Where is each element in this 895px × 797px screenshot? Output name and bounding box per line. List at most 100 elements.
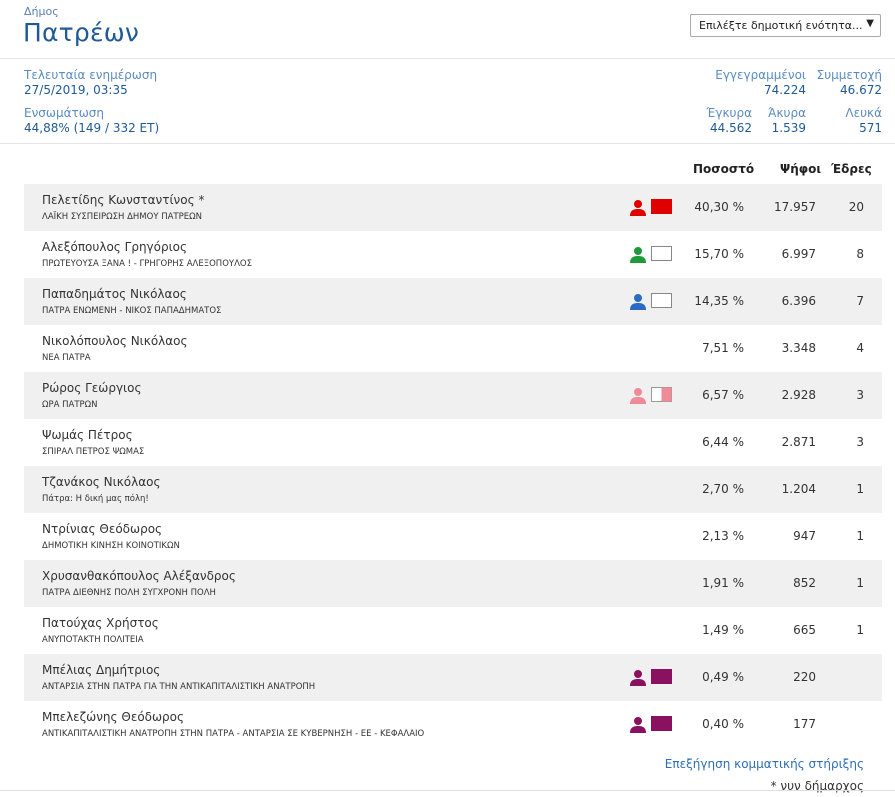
party-color-swatch [651,246,672,261]
vote-percentage: 6,44 % [702,435,744,449]
turnout-value: 46.672 [840,83,882,97]
last-update-value: 27/5/2019, 03:35 [24,83,128,97]
header-percentage: Ποσοστό [693,162,755,176]
candidate-name: Νικολόπουλος Νικόλαος [42,334,188,348]
vote-percentage: 1,91 % [702,576,744,590]
party-color-swatch [651,669,672,684]
seat-count: 1 [856,576,864,590]
invalid-label: Άκυρα [768,106,806,120]
party-support-explanation-link[interactable]: Επεξήγηση κομματικής στήριξης [664,757,864,771]
registered-value: 74.224 [764,83,806,97]
table-row[interactable]: Χρυσανθακόπουλος Αλέξανδρος ΠΑΤΡΑ ΔΙΕΘΝΗΣ… [24,560,882,607]
integration-value: 44,88% (149 / 332 ΕΤ) [24,121,160,135]
candidate-name: Χρυσανθακόπουλος Αλέξανδρος [42,569,236,583]
municipal-unit-select[interactable]: Επιλέξτε δημοτική ενότητα... ▼ [690,14,881,37]
person-icon [630,294,646,310]
valid-value: 44.562 [710,121,752,135]
seat-count: 20 [848,200,864,214]
vote-percentage: 15,70 % [694,247,744,261]
table-row[interactable]: Ρώρος Γεώργιος ΩΡΑ ΠΑΤΡΩΝ 6,57 % 2.928 3 [24,372,882,419]
integration-label: Ενσωμάτωση [24,106,104,120]
seat-count: 1 [856,482,864,496]
person-icon [630,670,646,686]
party-name: ΔΗΜΟΤΙΚΗ ΚΙΝΗΣΗ ΚΟΙΝΟΤΙΚΩΝ [42,541,180,551]
party-color-swatch [651,716,672,731]
vote-count: 1.204 [781,482,816,496]
table-row[interactable]: Ψωμάς Πέτρος ΣΠΙΡΑΛ ΠΕΤΡΟΣ ΨΩΜΑΣ 6,44 % 2.8… [24,419,882,466]
person-icon [630,388,646,404]
table-row[interactable]: Τζανάκος Νικόλαος Πάτρα: Η δική μας πόλη!… [24,466,882,513]
vote-percentage: 40,30 % [694,200,744,214]
vote-count: 2.928 [781,388,816,402]
municipality-name: Πατρέων [23,18,140,47]
candidate-name: Πελετίδης Κωνσταντίνος * [42,193,205,207]
seat-count: 7 [856,294,864,308]
vote-percentage: 1,49 % [702,623,744,637]
party-name: ΑΝΤΑΡΣΙΑ ΣΤΗΝ ΠΑΤΡΑ ΓΙΑ ΤΗΝ ΑΝΤΙΚΑΠΙΤΑΛΙ… [42,682,316,692]
vote-percentage: 7,51 % [702,341,744,355]
table-row[interactable]: Μπέλιας Δημήτριος ΑΝΤΑΡΣΙΑ ΣΤΗΝ ΠΑΤΡΑ ΓΙΑ… [24,654,882,701]
vote-count: 177 [793,717,816,731]
seat-count: 1 [856,623,864,637]
candidate-name: Τζανάκος Νικόλαος [42,475,161,489]
candidate-name: Αλεξόπουλος Γρηγόριος [42,240,188,254]
party-name: ΑΝΤΙΚΑΠΙΤΑΛΙΣΤΙΚΗ ΑΝΑΤΡΟΠΗ ΣΤΗΝ ΠΑΤΡΑ - … [42,729,425,739]
vote-percentage: 2,13 % [702,529,744,543]
candidate-name: Πατούχας Χρήστος [42,616,159,630]
table-row[interactable]: Πατούχας Χρήστος ΑΝΥΠΟΤΑΚΤΗ ΠΟΛΙΤΕΙΑ 1,49 … [24,607,882,654]
vote-count: 665 [793,623,816,637]
table-row[interactable]: Μπελεζώνης Θεόδωρος ΑΝΤΙΚΑΠΙΤΑΛΙΣΤΙΚΗ ΑΝΑ… [24,701,882,748]
person-icon [630,200,646,216]
party-name: ΩΡΑ ΠΑΤΡΩΝ [42,400,98,410]
vote-count: 947 [793,529,816,543]
table-row[interactable]: Αλεξόπουλος Γρηγόριος ΠΡΩΤΕΥΟΥΣΑ ΞΑΝΑ ! -… [24,231,882,278]
party-name: ΝΕΑ ΠΑΤΡΑ [42,353,91,363]
candidate-name: Μπέλιας Δημήτριος [42,663,161,677]
municipality-label: Δήμος [24,5,59,18]
party-name: ΠΡΩΤΕΥΟΥΣΑ ΞΑΝΑ ! - ΓΡΗΓΟΡΗΣ ΑΛΕΞΟΠΟΥΛΟΣ [42,259,252,269]
candidate-name: Παπαδημάτος Νικόλαος [42,287,187,301]
table-row[interactable]: Ντρίνιας Θεόδωρος ΔΗΜΟΤΙΚΗ ΚΙΝΗΣΗ ΚΟΙΝΟΤΙ… [24,513,882,560]
candidate-name: Ρώρος Γεώργιος [42,381,142,395]
turnout-label: Συμμετοχή [816,68,882,82]
party-color-swatch [651,199,672,214]
last-update-label: Τελευταία ενημέρωση [24,68,158,82]
seat-count: 4 [856,341,864,355]
vote-count: 220 [793,670,816,684]
party-name: Πάτρα: Η δική μας πόλη! [42,494,149,504]
vote-count: 2.871 [781,435,816,449]
vote-count: 6.997 [781,247,816,261]
party-name: ΣΠΙΡΑΛ ΠΕΤΡΟΣ ΨΩΜΑΣ [42,447,145,457]
party-name: ΛΑΪΚΗ ΣΥΣΠΕΙΡΩΣΗ ΔΗΜΟΥ ΠΑΤΡΕΩΝ [42,212,202,222]
party-name: ΠΑΤΡΑ ΔΙΕΘΝΗΣ ΠΟΛΗ ΣΥΓΧΡΟΝΗ ΠΟΛΗ [42,588,216,598]
candidate-name: Μπελεζώνης Θεόδωρος [42,710,185,724]
vote-count: 852 [793,576,816,590]
vote-percentage: 2,70 % [702,482,744,496]
candidate-name: Ψωμάς Πέτρος [42,428,133,442]
dropdown-arrow-icon: ▼ [866,18,874,29]
vote-count: 3.348 [781,341,816,355]
invalid-value: 1.539 [771,121,806,135]
person-icon [630,247,646,263]
candidate-name: Ντρίνιας Θεόδωρος [42,522,163,536]
party-name: ΠΑΤΡΑ ΕΝΩΜΕΝΗ - ΝΙΚΟΣ ΠΑΠΑΔΗΜΑΤΟΣ [42,306,222,316]
party-color-swatch [651,293,672,308]
table-row[interactable]: Παπαδημάτος Νικόλαος ΠΑΤΡΑ ΕΝΩΜΕΝΗ - ΝΙΚΟ… [24,278,882,325]
page-header: Δήμος Πατρέων Επιλέξτε δημοτική ενότητα.… [0,0,895,59]
vote-percentage: 0,49 % [702,670,744,684]
divider [0,790,895,791]
blank-label: Λευκά [845,106,882,120]
vote-count: 17.957 [774,200,816,214]
header-seats: Έδρες [831,162,872,176]
table-row[interactable]: Νικολόπουλος Νικόλαος ΝΕΑ ΠΑΤΡΑ 7,51 % 3.34… [24,325,882,372]
table-row[interactable]: Πελετίδης Κωνσταντίνος * ΛΑΪΚΗ ΣΥΣΠΕΙΡΩΣΗ… [24,184,882,231]
vote-percentage: 0,40 % [702,717,744,731]
summary-panel: Τελευταία ενημέρωση 27/5/2019, 03:35 Ενσ… [0,60,895,144]
registered-label: Εγγεγραμμένοι [715,68,806,82]
valid-label: Έγκυρα [706,106,752,120]
vote-percentage: 6,57 % [702,388,744,402]
person-icon [630,717,646,733]
vote-percentage: 14,35 % [694,294,744,308]
party-color-swatch [651,387,672,402]
blank-value: 571 [859,121,882,135]
